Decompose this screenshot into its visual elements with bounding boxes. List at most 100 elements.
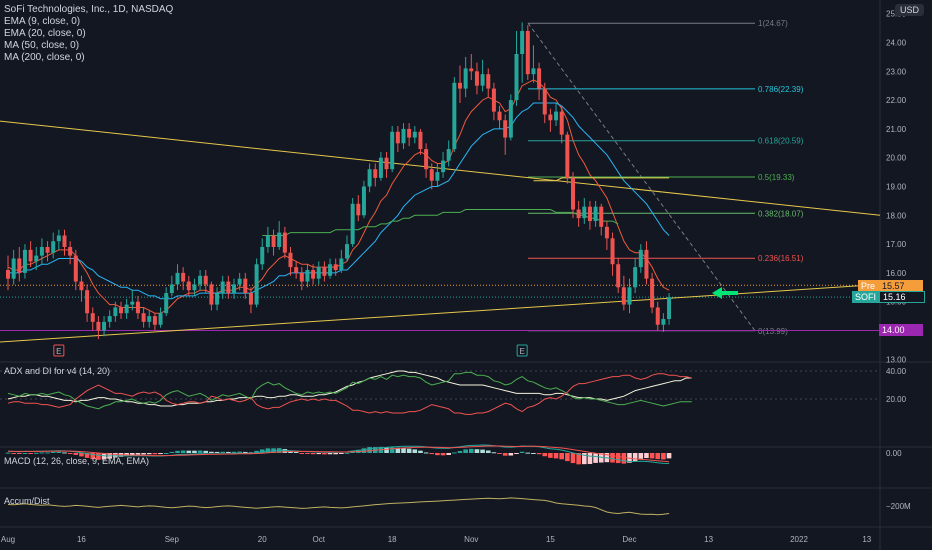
macd-histogram-bar bbox=[243, 451, 248, 453]
macd-histogram-bar bbox=[655, 453, 661, 460]
candle-body bbox=[282, 232, 287, 253]
indicator-ma200[interactable]: MA (200, close, 0) bbox=[4, 52, 85, 63]
adx-pane-title[interactable]: ADX and DI for v4 (14, 20) bbox=[4, 366, 111, 376]
candle-body bbox=[119, 307, 123, 314]
candle-body bbox=[582, 206, 587, 219]
macd-histogram-bar bbox=[158, 453, 163, 455]
candle-body bbox=[107, 316, 112, 322]
candle-body bbox=[491, 88, 496, 112]
candle-body bbox=[565, 134, 570, 178]
candle-body bbox=[452, 82, 457, 150]
earnings-marker bbox=[53, 344, 65, 357]
macd-histogram-bar bbox=[514, 453, 519, 454]
currency-badge[interactable]: USD bbox=[894, 4, 924, 16]
candle-body bbox=[554, 111, 559, 121]
candle-body bbox=[650, 278, 655, 308]
macd-histogram-bar bbox=[73, 453, 79, 455]
macd-histogram-bar bbox=[598, 453, 604, 463]
candle-body bbox=[328, 264, 333, 276]
macd-histogram-bar bbox=[548, 453, 553, 458]
macd-histogram-bar bbox=[11, 453, 16, 454]
macd-histogram-bar bbox=[485, 450, 491, 453]
accum-tick-label: −200M bbox=[886, 502, 911, 511]
candle-body bbox=[232, 284, 236, 294]
macd-histogram-bar bbox=[361, 448, 367, 453]
candle-body bbox=[181, 272, 186, 282]
candle-body bbox=[576, 209, 581, 219]
candle-body bbox=[51, 241, 56, 253]
macd-histogram-bar bbox=[621, 453, 627, 464]
macd-histogram-bar bbox=[146, 453, 152, 455]
candle-body bbox=[390, 131, 395, 170]
macd-histogram-bar bbox=[559, 453, 564, 460]
candle-body bbox=[627, 287, 632, 305]
macd-histogram-bar bbox=[474, 449, 480, 453]
indicator-ema9[interactable]: EMA (9, close, 0) bbox=[4, 16, 81, 27]
candle-body bbox=[220, 281, 225, 294]
macd-histogram-bar bbox=[50, 451, 56, 453]
adx-tick-label: 40.00 bbox=[886, 367, 907, 376]
indicator-ma50[interactable]: MA (50, close, 0) bbox=[4, 40, 80, 51]
candle-body bbox=[288, 252, 293, 268]
macd-histogram-bar bbox=[508, 453, 514, 456]
macd-histogram-bar bbox=[463, 449, 468, 453]
candle-body bbox=[130, 301, 135, 305]
macd-histogram-bar bbox=[254, 450, 259, 453]
candle-body bbox=[356, 203, 361, 216]
price-tick-label: 20.00 bbox=[886, 154, 907, 163]
price-tick-label: 21.00 bbox=[886, 125, 907, 134]
candle-body bbox=[548, 114, 553, 121]
macd-histogram-bar bbox=[209, 451, 214, 453]
macd-histogram-bar bbox=[135, 453, 141, 455]
last-price-symbol: SOFI bbox=[852, 291, 879, 303]
ma-line-3 bbox=[533, 177, 670, 182]
symbol-title: SoFi Technologies, Inc., 1D, NASDAQ bbox=[4, 4, 174, 15]
candle-body bbox=[299, 272, 304, 282]
candle-body bbox=[633, 267, 638, 288]
candle-body bbox=[203, 275, 208, 285]
candle-body bbox=[644, 249, 649, 279]
time-tick-label: Sep bbox=[165, 535, 180, 544]
candle-body bbox=[243, 278, 248, 294]
candle-body bbox=[480, 74, 485, 86]
macd-histogram-bar bbox=[615, 453, 621, 464]
macd-histogram-bar bbox=[197, 450, 203, 453]
price-tick-label: 24.00 bbox=[886, 39, 907, 48]
time-tick-label: Dec bbox=[622, 535, 636, 544]
macd-histogram-bar bbox=[610, 453, 615, 463]
resistance-trendline bbox=[0, 120, 881, 216]
macd-histogram-bar bbox=[322, 453, 327, 455]
candle-body bbox=[486, 74, 491, 89]
candle-body bbox=[361, 186, 366, 216]
macd-histogram-bar bbox=[231, 451, 237, 453]
macd-histogram-bar bbox=[226, 451, 231, 453]
candle-body bbox=[350, 203, 355, 245]
macd-histogram-bar bbox=[180, 450, 186, 453]
candle-body bbox=[248, 293, 253, 305]
candle-body bbox=[226, 281, 231, 294]
macd-pane-title[interactable]: MACD (12, 26, close, 9, EMA, EMA) bbox=[4, 456, 150, 466]
price-tick-label: 18.00 bbox=[886, 211, 907, 220]
candle-body bbox=[412, 131, 417, 138]
macd-histogram-bar bbox=[282, 449, 288, 453]
macd-histogram-bar bbox=[67, 453, 73, 454]
macd-histogram-bar bbox=[469, 448, 474, 453]
accum-pane-title[interactable]: Accum/Dist bbox=[4, 496, 50, 506]
macd-histogram-bar bbox=[457, 451, 463, 453]
macd-histogram-bar bbox=[389, 447, 395, 453]
macd-histogram-bar bbox=[401, 447, 406, 453]
macd-histogram-bar bbox=[418, 450, 423, 453]
macd-histogram-bar bbox=[666, 453, 672, 459]
macd-histogram-bar bbox=[186, 450, 192, 453]
candle-body bbox=[520, 30, 525, 55]
candle-body bbox=[209, 284, 214, 305]
indicator-ema20[interactable]: EMA (20, close, 0) bbox=[4, 28, 86, 39]
candle-body bbox=[407, 128, 412, 138]
macd-histogram-bar bbox=[5, 452, 11, 454]
fib-level-label: 0(13.99) bbox=[758, 327, 788, 336]
candle-body bbox=[198, 275, 203, 285]
candle-body bbox=[531, 68, 536, 75]
macd-histogram-bar bbox=[299, 453, 305, 454]
candle-body bbox=[418, 131, 423, 150]
